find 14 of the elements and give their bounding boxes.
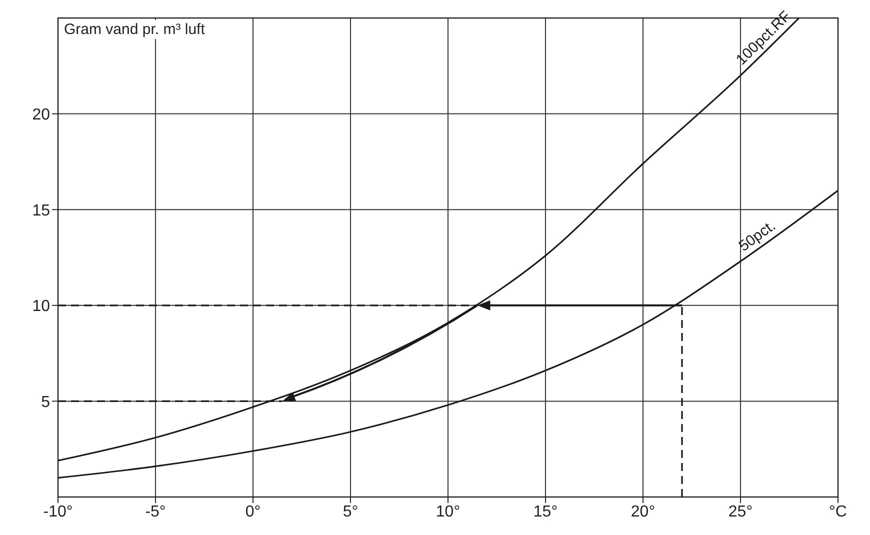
x-tick-label: 20° [630, 503, 656, 520]
x-tick-label: °C [829, 503, 847, 520]
y-axis-title: Gram vand pr. m³ luft [60, 20, 209, 39]
y-tick-label: 10 [32, 298, 50, 316]
x-tick-label: 15° [533, 503, 558, 520]
x-tick-label: 25° [728, 503, 753, 520]
x-tick-label: 5° [342, 503, 358, 520]
x-tick-label: 10° [436, 503, 460, 520]
y-tick-label: 15 [32, 202, 50, 220]
x-tick-label: 0° [245, 503, 261, 520]
x-tick-label: -10° [43, 503, 73, 520]
y-tick-label: 20 [32, 106, 50, 124]
x-tick-label: -5° [145, 503, 166, 520]
y-tick-label: 5 [41, 394, 50, 411]
